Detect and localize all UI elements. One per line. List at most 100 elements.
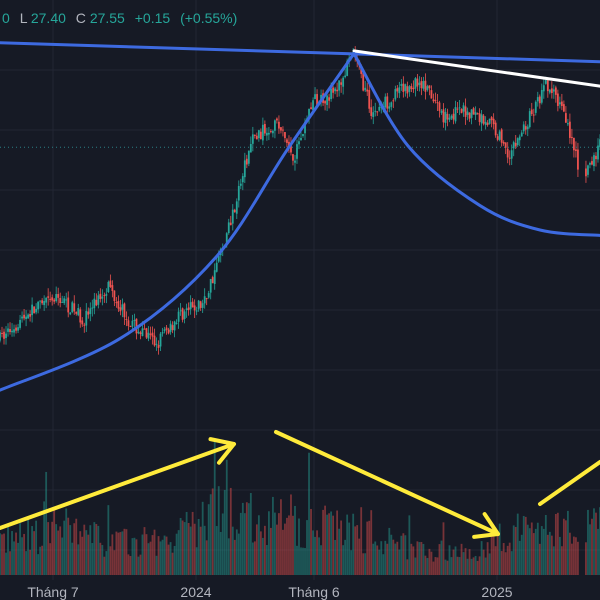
volume-bar — [199, 526, 202, 575]
candle-body — [472, 108, 475, 115]
candle-body — [302, 133, 304, 137]
volume-bar — [486, 542, 489, 575]
volume-bar — [408, 515, 411, 575]
volume-bar — [560, 546, 563, 575]
volume-bar — [374, 541, 377, 575]
volume-bar — [382, 554, 385, 575]
volume-bar — [356, 525, 359, 575]
candle-body — [267, 132, 270, 135]
volume-bar — [119, 532, 122, 575]
volume-bar — [282, 529, 284, 575]
volume-bar — [111, 534, 114, 575]
ohlc-close-value: 27.55 — [90, 10, 125, 26]
candle-body — [284, 132, 286, 139]
ohlc-change-percent: (+0.55%) — [180, 10, 237, 26]
volume-bar — [267, 511, 270, 575]
candle-body — [207, 293, 210, 298]
volume-bar — [342, 545, 345, 575]
volume-bar — [444, 559, 447, 575]
candle-body — [263, 123, 266, 134]
volume-bar — [540, 526, 543, 575]
candle-body — [61, 301, 64, 303]
candle-body — [412, 87, 415, 90]
candle-body — [330, 88, 333, 100]
volume-bar — [175, 533, 178, 575]
volume-bar — [37, 554, 40, 575]
volume-bar — [153, 529, 156, 575]
candle-body — [249, 144, 252, 153]
candle-body — [235, 201, 238, 214]
candle-body — [261, 124, 264, 141]
candle-body — [278, 121, 280, 129]
volume-bar — [107, 505, 110, 575]
volume-bar — [566, 510, 569, 575]
candle-body — [139, 332, 142, 335]
candle-body — [428, 85, 431, 89]
candle-body — [298, 141, 300, 145]
candle-body — [259, 131, 262, 140]
volume-bar — [420, 541, 423, 575]
candle-body — [27, 314, 29, 319]
candle-body — [83, 324, 86, 326]
ohlc-close-label: C — [76, 10, 86, 26]
volume-bar — [43, 501, 46, 575]
candle-body — [470, 109, 473, 118]
volume-bar — [482, 549, 485, 575]
volume-bar — [464, 548, 467, 575]
volume-bar — [21, 537, 23, 575]
candle-body — [416, 78, 419, 87]
drawing-layer[interactable] — [0, 41, 600, 392]
volume-bar — [35, 520, 38, 575]
volume-bar — [508, 542, 511, 575]
candle-body — [187, 307, 190, 311]
ohlc-readout: 0 L 27.40 C 27.55 +0.15 (+0.55%) — [2, 10, 237, 26]
volume-bar — [276, 524, 278, 575]
volume-bar — [378, 549, 381, 575]
candle-body — [39, 300, 42, 302]
volume-bar — [243, 513, 246, 575]
candle-body — [35, 308, 38, 313]
candle-body — [589, 162, 591, 165]
candle-body — [65, 299, 68, 301]
candle-body — [460, 108, 463, 114]
candle-body — [450, 115, 453, 119]
ohlc-low-label: L — [20, 10, 28, 26]
volume-bar — [71, 542, 74, 575]
candle-body — [378, 106, 381, 111]
candle-body — [424, 80, 427, 92]
candle-body — [496, 136, 499, 140]
candle-body — [384, 96, 387, 108]
candle-body — [388, 106, 391, 109]
volume-bar — [400, 535, 403, 575]
candle-body — [500, 129, 503, 143]
volume-bar — [460, 543, 463, 575]
volume-bar — [412, 546, 415, 575]
candle-body — [456, 108, 459, 110]
candle-body — [7, 328, 9, 332]
volume-bar — [197, 518, 200, 575]
volume-bar — [205, 540, 208, 575]
volume-bar — [314, 536, 316, 575]
volume-bar — [532, 533, 535, 575]
curve-drawing — [352, 52, 600, 237]
candle-body — [516, 138, 519, 146]
candle-body — [270, 131, 272, 133]
volume-bar — [270, 527, 272, 575]
volume-bar — [316, 530, 318, 575]
candle-body — [520, 132, 523, 137]
candle-body — [95, 299, 98, 306]
volume-arrow-layer[interactable] — [0, 430, 600, 539]
volume-bar — [145, 534, 148, 575]
candle-body — [286, 139, 288, 143]
volume-bar — [432, 561, 435, 575]
volume-bar — [5, 552, 7, 575]
candle-body — [512, 142, 515, 149]
volume-bar — [344, 539, 347, 575]
candle-body — [69, 312, 72, 315]
candle-body — [173, 321, 176, 331]
candle-body — [597, 145, 599, 160]
candle-body — [326, 95, 328, 105]
volume-bar — [392, 539, 395, 575]
